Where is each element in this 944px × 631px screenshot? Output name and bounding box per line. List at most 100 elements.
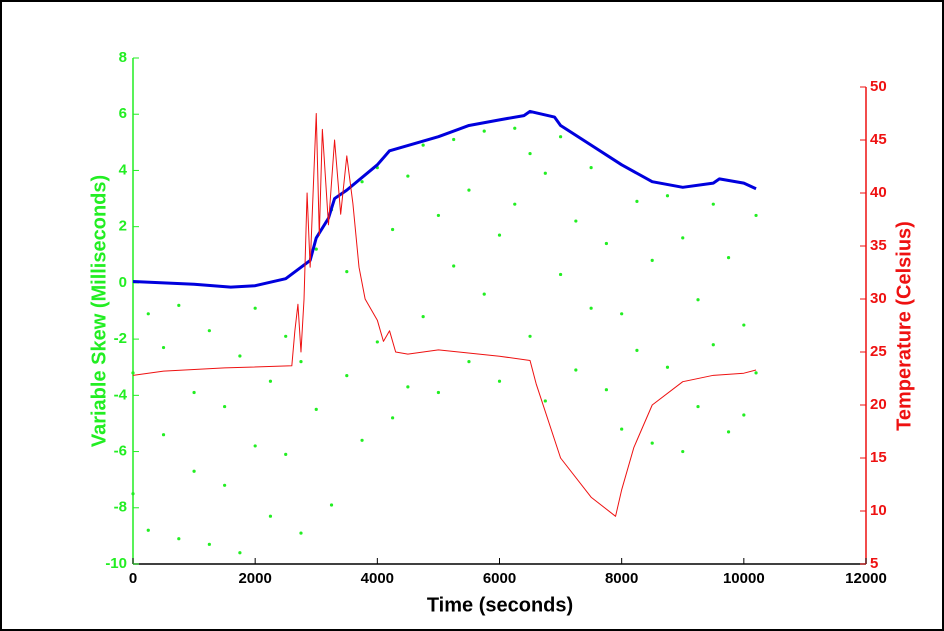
scatter-point xyxy=(482,129,486,133)
y-tick-label: -4 xyxy=(114,386,128,403)
scatter-point xyxy=(375,340,379,344)
scatter-point xyxy=(711,343,715,347)
scatter-point xyxy=(299,360,303,364)
y-tick-label: 0 xyxy=(119,274,127,291)
scatter-point xyxy=(467,188,471,192)
y-tick-label: 4 xyxy=(119,161,128,178)
scatter-point xyxy=(314,407,318,411)
scatter-point xyxy=(497,233,502,237)
scatter-point xyxy=(314,247,318,251)
scatter-point xyxy=(574,219,578,223)
line xyxy=(132,109,757,289)
scatter-point xyxy=(146,312,150,316)
scatter-point xyxy=(436,390,441,395)
scatter-point xyxy=(754,213,758,218)
scatter-point xyxy=(513,126,517,130)
scatter-point xyxy=(146,528,150,532)
scatter-point xyxy=(742,413,746,417)
scatter-point xyxy=(161,345,166,350)
scatter-point xyxy=(696,404,700,409)
scatter-point xyxy=(650,441,654,445)
scatter-point xyxy=(589,166,593,170)
y-axis-label: Variable Skew (Milliseconds) xyxy=(88,175,110,447)
scatter-point xyxy=(742,323,746,327)
scatter-point xyxy=(711,202,715,206)
scatter-point xyxy=(467,360,471,364)
scatter-point xyxy=(177,303,181,307)
y2-tick-label: 30 xyxy=(870,290,887,307)
scatter-point xyxy=(452,137,456,142)
scatter-point xyxy=(604,388,608,392)
scatter-point xyxy=(436,213,441,218)
scatter-point xyxy=(345,374,349,378)
scatter-point xyxy=(421,315,425,319)
y2-tick-label: 5 xyxy=(870,555,878,572)
scatter-point xyxy=(131,492,135,496)
scatter-point xyxy=(558,272,563,277)
scatter-point xyxy=(284,334,288,338)
y2-tick-label: 10 xyxy=(870,502,887,519)
y2-tick-label: 20 xyxy=(870,396,887,413)
scatter-point xyxy=(360,180,364,184)
scatter-point xyxy=(421,143,425,147)
y2-axis-label: Temperature (Celsius) xyxy=(893,221,915,431)
scatter-point xyxy=(635,199,639,203)
scatter-point xyxy=(329,503,334,507)
scatter-point xyxy=(131,371,135,375)
y-tick-label: 6 xyxy=(119,105,127,122)
scatter-point xyxy=(268,379,273,383)
scatter-point xyxy=(650,258,654,262)
x-tick-label: 12000 xyxy=(845,570,887,587)
scatter-point xyxy=(223,483,227,487)
scatter-point xyxy=(360,438,364,442)
scatter-point xyxy=(161,433,166,437)
scatter-point xyxy=(589,306,593,310)
x-tick-label: 6000 xyxy=(483,570,516,587)
scatter-point xyxy=(543,171,547,175)
x-tick-label: 4000 xyxy=(361,570,394,587)
scatter-point xyxy=(177,537,181,541)
scatter-point xyxy=(665,194,670,198)
scatter-point xyxy=(207,542,211,546)
scatter-point xyxy=(528,151,532,156)
scatter-point xyxy=(253,306,257,310)
y2-tick-label: 15 xyxy=(870,449,887,466)
scatter-point xyxy=(284,452,288,456)
y2-tick-label: 50 xyxy=(870,78,887,95)
x-tick-label: 10000 xyxy=(723,570,765,587)
y-tick-label: -8 xyxy=(114,499,127,516)
scatter-point xyxy=(406,174,410,178)
scatter-point xyxy=(754,371,758,375)
scatter-point xyxy=(299,531,303,535)
scatter-point xyxy=(558,135,563,139)
scatter-point xyxy=(665,365,670,369)
y-tick-label: -2 xyxy=(114,330,127,347)
x-axis-label: Time (seconds) xyxy=(427,594,573,616)
scatter-point xyxy=(192,469,196,473)
scatter-point xyxy=(574,368,578,372)
line xyxy=(132,113,757,517)
scatter-point xyxy=(391,416,395,420)
y2-tick-label: 35 xyxy=(870,237,887,254)
scatter-point xyxy=(726,255,731,260)
y2-tick-label: 40 xyxy=(870,184,887,201)
scatter-point xyxy=(268,514,273,518)
scatter-point xyxy=(681,236,685,240)
scatter-point xyxy=(528,334,532,338)
y-tick-label: 8 xyxy=(119,49,127,66)
scatter-point xyxy=(482,292,486,296)
scatter-point xyxy=(513,202,517,206)
scatter-point xyxy=(207,329,211,333)
scatter-point xyxy=(696,298,700,302)
scatter-point xyxy=(345,270,349,274)
x-tick-label: 8000 xyxy=(605,570,638,587)
scatter-point xyxy=(406,385,410,389)
x-tick-label: 2000 xyxy=(238,570,271,587)
scatter-point xyxy=(620,312,624,316)
y-tick-label: -6 xyxy=(114,443,127,460)
scatter-point xyxy=(452,264,456,268)
scatter-point xyxy=(726,430,731,434)
scatter-point xyxy=(223,404,227,409)
